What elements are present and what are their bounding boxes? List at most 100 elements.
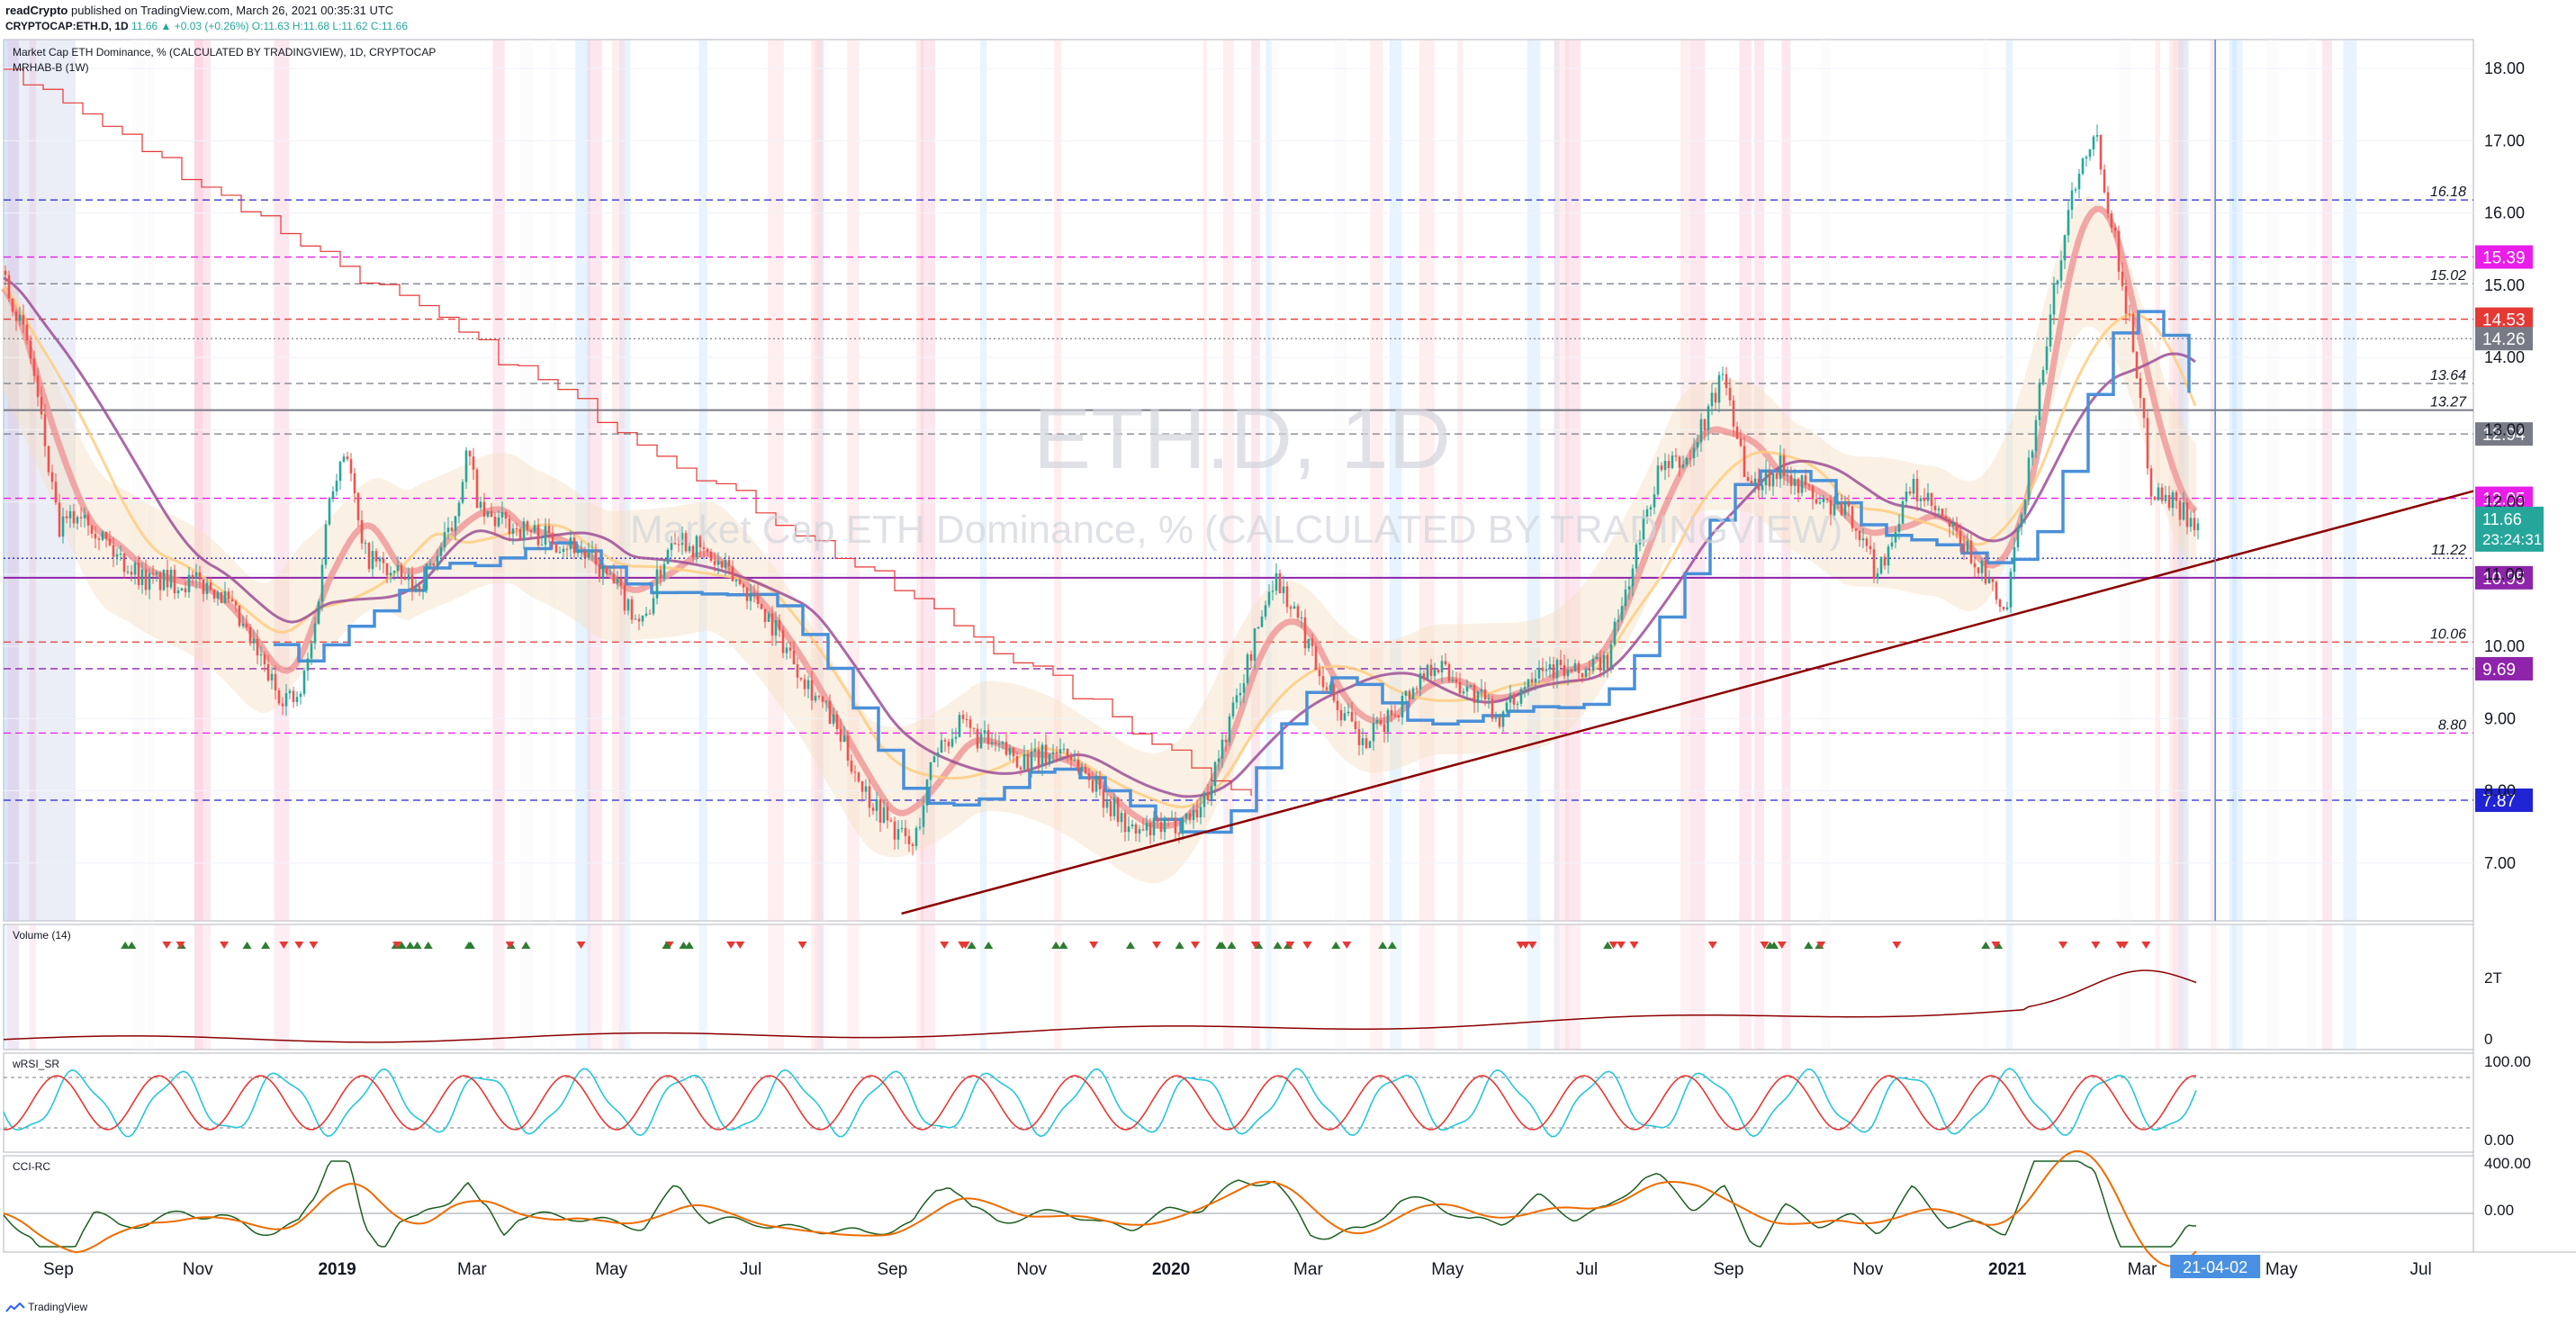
candle bbox=[544, 518, 547, 554]
candle bbox=[691, 544, 695, 563]
candle bbox=[1541, 658, 1545, 681]
sell-marker-icon bbox=[1152, 942, 1162, 949]
candle bbox=[1015, 751, 1019, 769]
candle bbox=[828, 694, 832, 725]
candle bbox=[1991, 576, 1995, 591]
highlight-band bbox=[4, 40, 20, 921]
candle bbox=[1980, 557, 1984, 581]
sell-marker-icon bbox=[1342, 942, 1352, 949]
x-tick-label: May bbox=[2265, 1260, 2298, 1279]
sell-marker-icon bbox=[726, 942, 736, 949]
highlight-band bbox=[1739, 924, 1752, 1050]
sell-marker-icon bbox=[505, 942, 515, 949]
candle bbox=[1548, 656, 1552, 678]
candle bbox=[310, 639, 313, 665]
candle bbox=[511, 523, 515, 545]
candle bbox=[745, 587, 749, 609]
candle bbox=[1195, 799, 1199, 823]
trendline[interactable] bbox=[901, 40, 2474, 921]
highlight-band bbox=[2266, 40, 2280, 921]
candle bbox=[1959, 523, 1962, 553]
candle bbox=[1653, 486, 1656, 515]
candle bbox=[965, 712, 968, 727]
candle bbox=[1368, 740, 1372, 749]
candle bbox=[1350, 701, 1354, 723]
candle bbox=[1253, 627, 1256, 671]
candle bbox=[810, 671, 814, 710]
candle bbox=[1872, 542, 1876, 583]
candle bbox=[1094, 771, 1098, 798]
buy-marker-icon bbox=[1058, 942, 1068, 949]
highlight-band bbox=[2005, 924, 2013, 1050]
highlight-band bbox=[194, 924, 203, 1050]
resistance-step-line bbox=[4, 68, 1252, 797]
candle bbox=[767, 611, 770, 623]
candle bbox=[1451, 670, 1455, 684]
highlight-band bbox=[1554, 924, 1569, 1050]
highlight-band bbox=[1389, 924, 1402, 1050]
candle bbox=[1962, 536, 1966, 560]
candle bbox=[857, 771, 860, 784]
candle bbox=[436, 549, 439, 572]
candle bbox=[1487, 693, 1491, 709]
candle bbox=[1793, 468, 1797, 495]
candle bbox=[1462, 688, 1465, 696]
candle bbox=[997, 735, 1001, 752]
candle bbox=[662, 559, 666, 582]
candle bbox=[392, 570, 396, 581]
candle bbox=[1066, 748, 1069, 762]
buy-marker-icon bbox=[1603, 942, 1613, 949]
candle bbox=[43, 403, 47, 457]
publisher-name[interactable]: readCrypto bbox=[5, 4, 68, 17]
candle bbox=[421, 583, 425, 600]
candle bbox=[695, 534, 698, 563]
candle bbox=[356, 491, 360, 527]
highlight-band bbox=[1689, 924, 1706, 1050]
candle bbox=[1717, 371, 1721, 413]
highlight-band bbox=[2155, 40, 2161, 921]
highlight-band bbox=[2155, 924, 2161, 1050]
trend-ribbon bbox=[4, 195, 2196, 884]
candle bbox=[162, 569, 166, 591]
candle bbox=[1278, 569, 1282, 594]
candle bbox=[497, 510, 500, 528]
candle bbox=[547, 518, 551, 543]
candle bbox=[2081, 157, 2085, 176]
highlight-band bbox=[698, 40, 707, 921]
candle bbox=[407, 567, 410, 590]
candle bbox=[842, 726, 846, 743]
candle bbox=[1523, 681, 1527, 699]
candle bbox=[36, 367, 40, 407]
highlight-band bbox=[147, 924, 155, 1050]
candle bbox=[1199, 797, 1202, 825]
watermark-description: Market Cap ETH Dominance, % (CALCULATED … bbox=[630, 508, 1842, 552]
time-axis[interactable]: Sep Nov 2019 Mar May Jul Sep Nov 2020 Mar May Jul Se… bbox=[43, 1260, 2432, 1279]
highlight-band bbox=[2232, 924, 2237, 1050]
candle bbox=[1707, 403, 1710, 441]
candle bbox=[1710, 383, 1714, 416]
candle bbox=[1645, 505, 1649, 525]
rsi-tick-100: 100.00 bbox=[2484, 1053, 2531, 1070]
highlight-band bbox=[2172, 924, 2188, 1050]
candle bbox=[166, 559, 169, 597]
highlight-band bbox=[147, 40, 155, 921]
candle bbox=[1577, 660, 1581, 681]
candle bbox=[1584, 666, 1588, 678]
candle bbox=[1865, 536, 1869, 553]
candle bbox=[324, 519, 328, 569]
candle bbox=[360, 510, 364, 550]
candle bbox=[2103, 164, 2106, 194]
cursor-date-badge: 21-04-02 bbox=[2170, 1255, 2261, 1278]
footer-brand[interactable]: TradingView bbox=[28, 1301, 88, 1313]
sell-marker-icon bbox=[2141, 942, 2151, 949]
highlight-band bbox=[1250, 40, 1260, 921]
candle bbox=[558, 545, 562, 554]
highlight-band bbox=[1370, 40, 1383, 921]
sell-marker-icon bbox=[220, 942, 230, 949]
candle bbox=[1609, 639, 1613, 673]
candle bbox=[1908, 486, 1912, 496]
level-label: 16.18 bbox=[2430, 185, 2466, 200]
candle bbox=[1184, 813, 1188, 825]
